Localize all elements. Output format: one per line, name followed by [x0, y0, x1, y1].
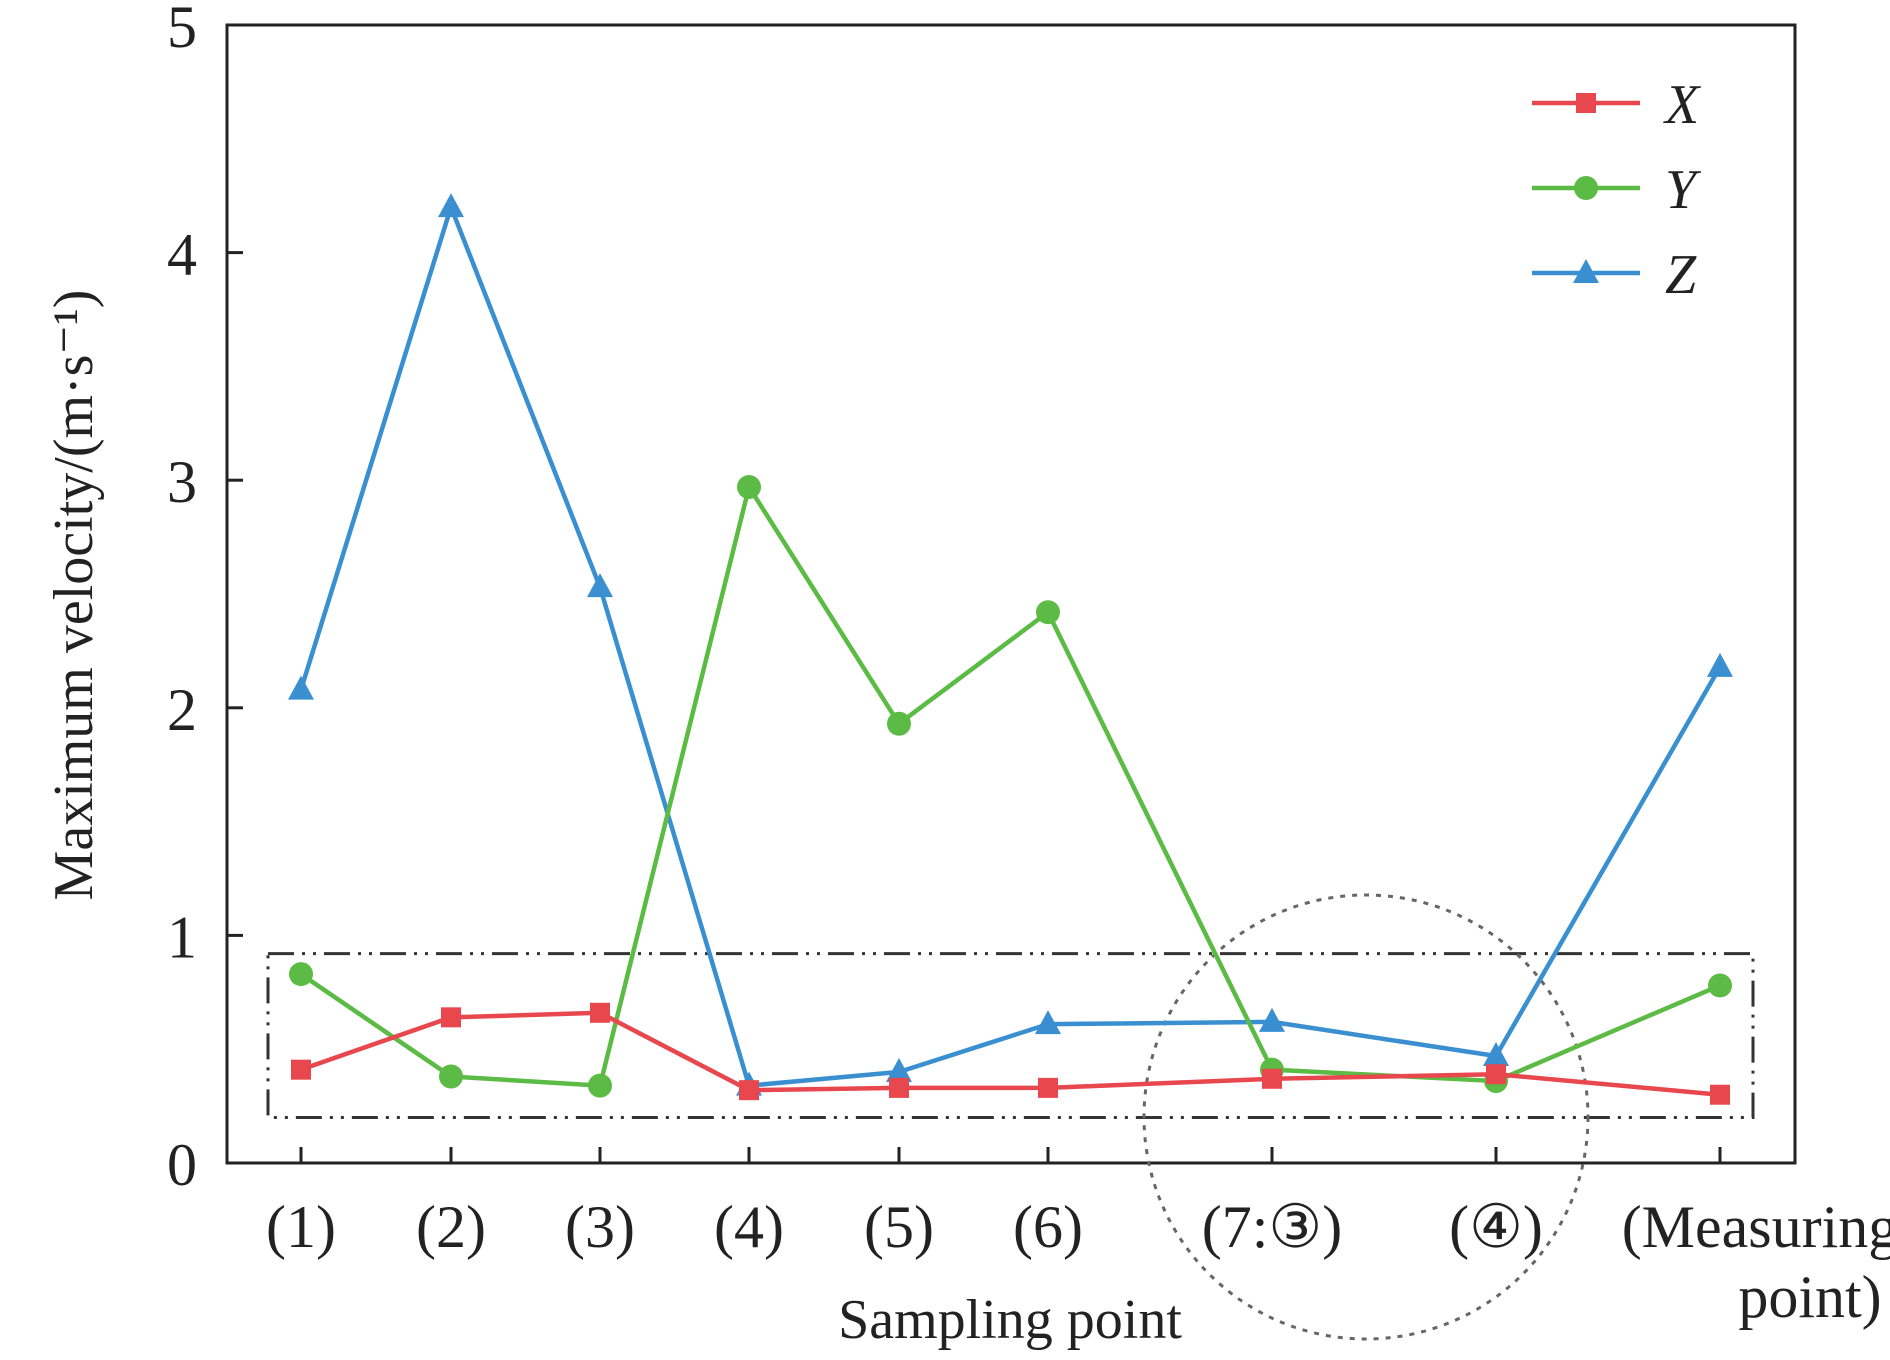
x-tick-label: (④): [1449, 1194, 1543, 1260]
data-point: [889, 1077, 909, 1098]
dotted-circle: [1142, 893, 1590, 1341]
x-tick-label: (2): [416, 1194, 486, 1260]
series-z: [288, 193, 1733, 1096]
plot-frame: [225, 23, 1797, 1165]
y-tick-label: 1: [167, 904, 197, 970]
dash-dot-box: [266, 952, 1755, 1119]
series-x: [291, 1002, 1730, 1105]
data-point: [1710, 1084, 1730, 1105]
data-point: [737, 475, 761, 500]
y-tick-label: 3: [167, 449, 197, 515]
data-point: [588, 1073, 612, 1098]
data-point: [587, 573, 613, 598]
data-point: [887, 711, 911, 736]
x-axis-title: Sampling point: [838, 1289, 1182, 1351]
y-tick-label: 0: [167, 1132, 197, 1198]
legend: XYZ: [1532, 74, 1702, 306]
data-point: [1483, 1042, 1509, 1067]
data-point: [590, 1002, 610, 1023]
series-y: [289, 475, 1732, 1098]
data-point: [1708, 973, 1732, 998]
x-tick-label: (4): [714, 1194, 784, 1260]
x-axis: (1) (2) (3) (4) (5) (6) (7:③) (④) (Measuring poin…: [266, 1147, 1890, 1330]
data-point: [438, 193, 464, 218]
legend-label: X: [1663, 74, 1702, 136]
x-tick-label: (1): [266, 1194, 336, 1260]
data-point: [886, 1057, 912, 1082]
y-tick-label: 2: [167, 677, 197, 743]
data-point: [739, 1080, 759, 1101]
data-point: [288, 675, 314, 700]
annotation-layer: [266, 893, 1755, 1341]
legend-label: Z: [1665, 244, 1697, 306]
y-axis-title: Maximum velocity/(m·s⁻¹): [43, 290, 105, 901]
x-tick-label: (5): [864, 1194, 934, 1260]
data-point: [441, 1007, 461, 1028]
x-tick-label: (6): [1013, 1194, 1083, 1260]
plot-border: [225, 23, 1797, 1165]
data-point: [1036, 600, 1060, 625]
x-tick-label: (7:③): [1202, 1194, 1342, 1260]
data-point: [439, 1064, 463, 1089]
x-tick-label: (Measuring point): [1622, 1194, 1890, 1330]
y-tick-label: 5: [167, 0, 197, 60]
y-axis: 0 1 2 3 4 5: [167, 0, 243, 1198]
y-tick-label: 4: [167, 222, 197, 288]
data-point: [291, 1059, 311, 1080]
x-tick-label: (3): [565, 1194, 635, 1260]
data-point: [1707, 652, 1733, 677]
legend-label: Y: [1665, 159, 1702, 221]
data-point: [1259, 1007, 1285, 1032]
series-layer: [288, 193, 1733, 1105]
data-point: [1486, 1064, 1506, 1085]
legend-marker: [1576, 93, 1596, 113]
series-line: [299, 484, 1721, 1088]
data-point: [1262, 1068, 1282, 1089]
legend-marker: [1574, 176, 1598, 200]
legend-marker: [1573, 259, 1599, 283]
data-point: [289, 962, 313, 987]
data-point: [1035, 1010, 1061, 1035]
data-point: [1038, 1077, 1058, 1098]
